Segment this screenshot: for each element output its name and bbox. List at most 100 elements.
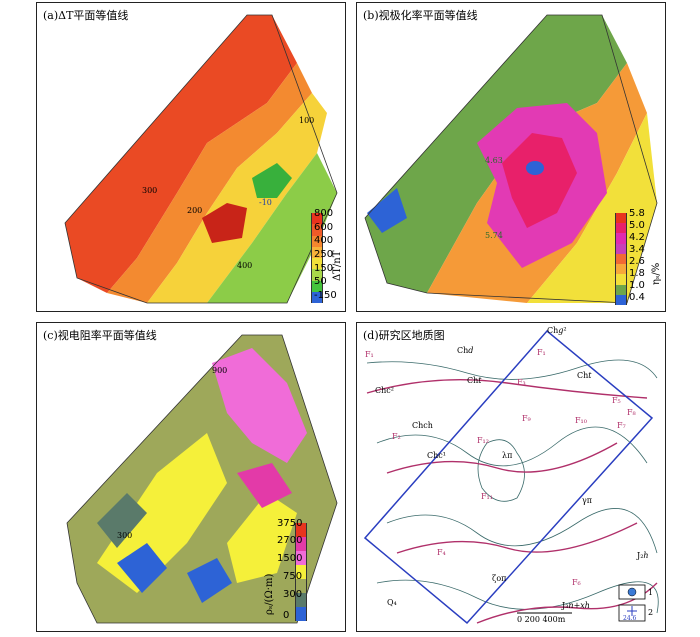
legend-c-swatch-2 — [295, 551, 307, 565]
panel-d-legend-symbol-1 — [627, 587, 637, 597]
legend-a-swatch-1 — [311, 224, 323, 236]
panel-a-tick-5: 50 — [314, 276, 327, 287]
panel-d: (d)研究区地质图 F₁ F₁ F₂ F₃ F₄ F₅ F₆ F₇ F₈ — [356, 322, 666, 632]
panel-b-tick-2: 4.2 — [629, 232, 645, 243]
panel-d-legend-value-2: 24.6 — [623, 615, 637, 622]
panel-a-map: 300 200 400 100 -10 — [64, 14, 338, 304]
legend-a-swatch-6 — [311, 280, 323, 292]
panel-b-label-0: 4.63 — [485, 156, 503, 165]
panel-c-tick-1: 2700 — [277, 535, 303, 546]
panel-c-tick-0: 3750 — [277, 518, 303, 529]
panel-c-title: (c)视电阻率平面等值线 — [43, 329, 157, 342]
panel-c-region-magenta-b — [237, 463, 292, 508]
panel-a-tick-6: -150 — [314, 290, 337, 301]
panel-d-legend-num-2: 2 — [648, 608, 653, 617]
panel-a-tick-1: 600 — [314, 222, 334, 233]
panel-b-tick-4: 2.6 — [629, 256, 645, 267]
panel-b-legend — [615, 213, 627, 305]
panel-c-region-blue-b — [187, 558, 232, 603]
panel-c-label-1: 300 — [117, 531, 132, 540]
panel-b-region-blue — [367, 188, 407, 233]
panel-c-label-0: 900 — [212, 366, 227, 375]
panel-b-region-pink — [502, 133, 577, 228]
panel-c: (c)视电阻率平面等值线 900 300 3750 2700 1500 750 … — [36, 322, 346, 632]
panel-d-fault-label-6: F₆ — [572, 578, 581, 587]
legend-b-swatch-0 — [615, 213, 627, 224]
panel-a-legend — [311, 213, 323, 303]
panel-c-unit: ρₛ/(Ω·m) — [264, 573, 275, 615]
panel-d-unit-label-0: Chd — [457, 346, 473, 355]
panel-a-label-0: 300 — [142, 186, 157, 195]
legend-c-swatch-1 — [295, 537, 307, 551]
legend-a-swatch-3 — [311, 246, 323, 258]
panel-d-unit-label-6: γπ — [582, 496, 592, 505]
panel-d-fault-2 — [386, 442, 618, 474]
panel-d-unit-label-11: Chch — [412, 421, 433, 430]
panel-c-region-yellow-a — [97, 433, 227, 593]
panel-b-label-1: 5.74 — [485, 231, 503, 240]
panel-d-legend-num-1: 1 — [648, 588, 653, 597]
panel-b: (b)视极化率平面等值线 4.63 5.74 5.8 5.0 4.2 3.4 2… — [356, 2, 666, 312]
panel-b-unit: ηₛ/% — [651, 262, 662, 285]
panel-a-region-darkgreen — [252, 163, 292, 198]
legend-a-swatch-4 — [311, 258, 323, 270]
panel-d-fault-1 — [366, 378, 648, 399]
panel-c-region-outline — [66, 334, 338, 624]
panel-d-boundary-4 — [376, 579, 659, 614]
panel-b-title: (b)视极化率平面等值线 — [363, 9, 478, 22]
panel-a-unit: ΔT/nT — [332, 250, 343, 281]
panel-c-region-magenta — [212, 348, 307, 463]
panel-a-label-1: 200 — [187, 206, 202, 215]
panel-c-tick-2: 1500 — [277, 553, 303, 564]
panel-a-tick-2: 400 — [314, 235, 334, 246]
panel-a-tick-0: 800 — [314, 208, 334, 219]
panel-d-map: F₁ F₁ F₂ F₃ F₄ F₅ F₆ F₇ F₈ F₉ F₁₀ F₁₁ F₁… — [363, 326, 659, 625]
panel-d-unit-label-1: Cht — [467, 376, 482, 385]
panel-d-intrusion — [477, 439, 525, 502]
panel-a-label-2: 400 — [237, 261, 252, 270]
panel-b-region-lowcenter — [526, 161, 544, 175]
legend-c-swatch-5 — [295, 593, 307, 607]
panel-c-region-blue-a — [117, 543, 167, 593]
legend-b-swatch-2 — [615, 233, 627, 244]
panel-d-boundary-2 — [376, 426, 648, 467]
legend-b-swatch-1 — [615, 223, 627, 234]
panel-b-region-outline — [364, 14, 658, 304]
panel-d-fault-label-3: F₃ — [517, 378, 526, 387]
panel-c-tick-5: 0 — [283, 610, 290, 621]
panel-a-label-4: -10 — [259, 198, 272, 207]
panel-d-fault-label-8: F₈ — [627, 408, 636, 417]
panel-d-unit-label-5: J₂h — [636, 551, 649, 560]
panel-d-fault-label-1: F₁ — [537, 348, 546, 357]
legend-b-swatch-7 — [615, 284, 627, 295]
panel-d-fault-3 — [396, 522, 638, 554]
legend-a-swatch-0 — [311, 213, 323, 225]
panel-d-study-area — [363, 329, 654, 625]
legend-c-swatch-4 — [295, 579, 307, 593]
legend-b-swatch-3 — [615, 243, 627, 254]
panel-d-unit-label-12: Cht — [577, 371, 592, 380]
panel-a-region-darkred — [202, 203, 247, 243]
panel-a-tick-3: 250 — [314, 249, 334, 260]
panel-c-region-yellow-b — [227, 493, 297, 583]
legend-a-swatch-2 — [311, 235, 323, 247]
panel-a-title: (a)ΔT平面等值线 — [43, 9, 129, 22]
panel-d-unit-label-3: Chc¹ — [427, 451, 446, 460]
legend-b-swatch-4 — [615, 253, 627, 265]
panel-d-fault-label-12: F₁₂ — [477, 436, 489, 445]
panel-a: (a)ΔT平面等值线 300 200 400 100 -10 800 600 4… — [36, 2, 346, 312]
panel-a-region-orange — [107, 63, 312, 303]
legend-a-swatch-7 — [311, 291, 323, 303]
panel-a-region-yellow — [147, 93, 327, 303]
panel-d-unit-label-9: Q₄ — [387, 598, 397, 607]
panel-d-scale: 0 200 400m — [517, 615, 566, 624]
panel-d-fault-label-9: F₉ — [522, 414, 532, 423]
panel-d-fault-label-5: F₅ — [612, 396, 621, 405]
panel-d-fault-label-2: F₂ — [392, 432, 401, 441]
panel-b-tick-3: 3.4 — [629, 244, 645, 255]
legend-b-swatch-6 — [615, 274, 627, 285]
panel-d-unit-label-8: ζοπ — [492, 574, 506, 583]
legend-c-swatch-6 — [295, 607, 307, 621]
legend-b-swatch-5 — [615, 264, 627, 275]
